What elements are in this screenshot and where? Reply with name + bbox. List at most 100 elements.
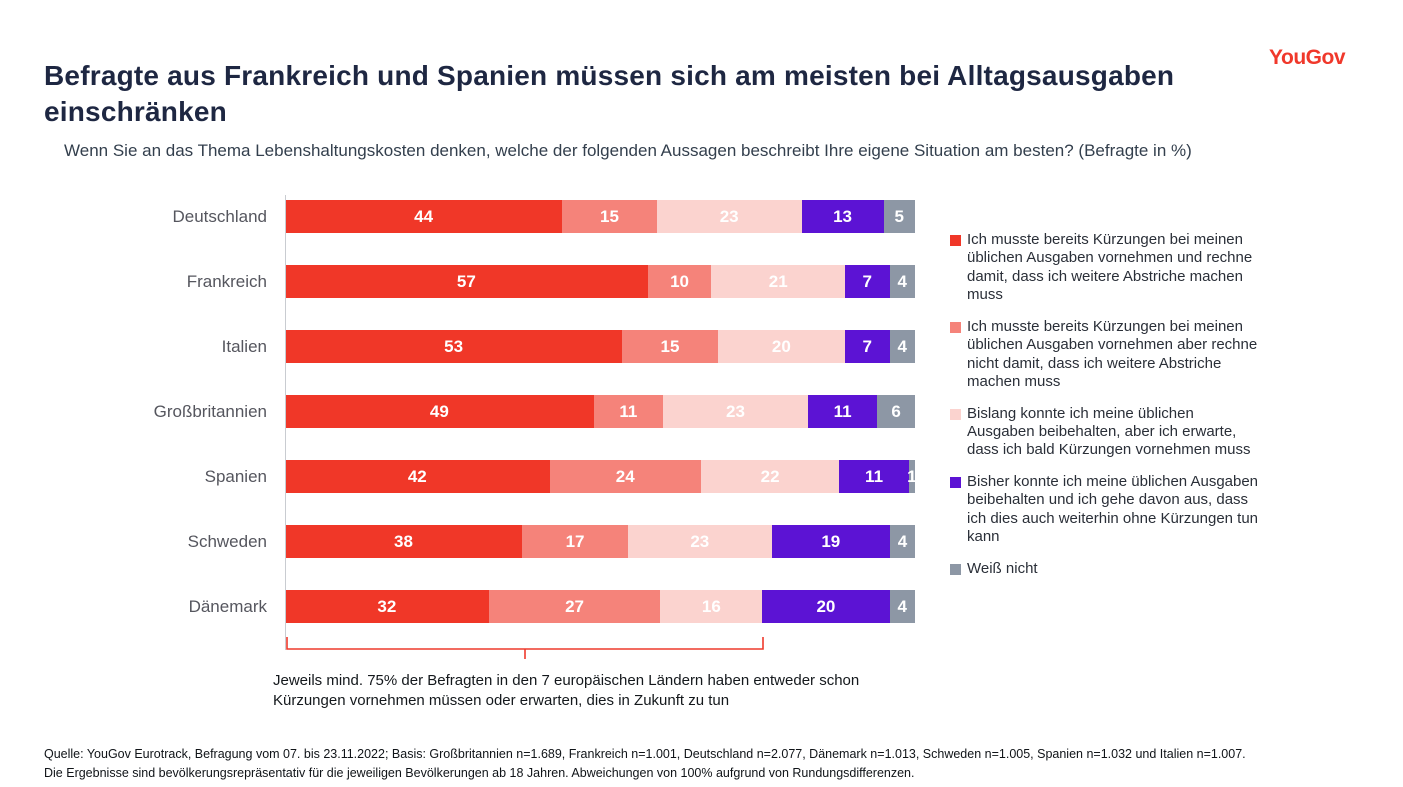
bar-segment: 6 xyxy=(877,395,915,428)
bar-value-label: 7 xyxy=(862,336,872,356)
legend-item: Bisher konnte ich meine üblichen Ausgabe… xyxy=(950,473,1272,547)
country-label: Frankreich xyxy=(186,271,267,291)
legend-label: Ich musste bereits Kürzungen bei meinen … xyxy=(967,317,1258,391)
bar-segment: 27 xyxy=(488,590,661,623)
legend-swatch xyxy=(950,408,961,420)
bar-value-label: 11 xyxy=(865,466,884,486)
bar-track: 38 17 23 19 4 xyxy=(285,525,916,558)
footer-line-2: Die Ergebnisse sind bevölkerungsrepräsen… xyxy=(44,766,915,781)
y-axis-line xyxy=(285,195,286,650)
country-label: Deutschland xyxy=(172,206,267,226)
bar-value-label: 21 xyxy=(768,271,788,291)
chart-row: Frankreich 57 10 21 7 4 xyxy=(45,265,925,298)
bar-value-label: 17 xyxy=(565,531,585,551)
bar-value-label: 4 xyxy=(897,596,907,616)
bar-value-label: 4 xyxy=(897,336,907,356)
bar-value-label: 38 xyxy=(394,531,413,551)
bar-segment: 7 xyxy=(845,265,890,298)
stacked-bar-chart: Deutschland 44 15 23 13 5 Frankreich 57 10 21 7 4 It… xyxy=(45,195,925,655)
bar-value-label: 27 xyxy=(565,596,584,616)
bar-segment: 7 xyxy=(844,330,890,363)
chart-row: Spanien 42 24 22 11 1 xyxy=(45,460,925,493)
bar-value-label: 1 xyxy=(907,466,917,486)
bar-segment: 53 xyxy=(285,330,623,363)
legend-item: Bislang konnte ich meine üblichen Ausgab… xyxy=(950,405,1272,460)
chart-row: Deutschland 44 15 23 13 5 xyxy=(45,200,925,233)
country-label: Großbritannien xyxy=(153,401,267,421)
bar-segment: 11 xyxy=(593,395,663,428)
legend-item: Ich musste bereits Kürzungen bei meinen … xyxy=(950,318,1272,392)
bar-segment: 13 xyxy=(801,200,884,233)
legend-swatch xyxy=(950,563,961,575)
bar-track: 42 24 22 11 1 xyxy=(285,460,917,493)
bar-segment: 44 xyxy=(285,200,563,233)
chart-legend: Ich musste bereits Kürzungen bei meinen … xyxy=(950,231,1272,591)
country-label: Italien xyxy=(221,336,267,356)
bar-segment: 22 xyxy=(700,460,840,493)
bar-value-label: 22 xyxy=(760,466,780,486)
legend-label: Ich musste bereits Kürzungen bei meinen … xyxy=(967,231,1253,304)
bar-segment: 23 xyxy=(628,525,772,558)
bar-segment: 23 xyxy=(663,395,808,428)
page-title: Befragte aus Frankreich und Spanien müss… xyxy=(44,60,1175,127)
country-label: Dänemark xyxy=(188,596,267,616)
bar-track: 44 15 23 13 5 xyxy=(285,200,916,233)
bar-segment: 10 xyxy=(647,265,712,298)
bar-segment: 11 xyxy=(839,460,909,493)
bar-value-label: 10 xyxy=(670,271,690,291)
bar-value-label: 57 xyxy=(456,271,476,291)
bar-segment: 17 xyxy=(522,525,629,558)
bar-value-label: 4 xyxy=(897,531,908,551)
bar-value-label: 19 xyxy=(821,531,841,551)
bar-segment: 32 xyxy=(285,590,489,623)
bar-value-label: 20 xyxy=(771,336,791,356)
footer-line-1: Quelle: YouGov Eurotrack, Befragung vom … xyxy=(44,747,1246,761)
legend-item: Ich musste bereits Kürzungen bei meinen … xyxy=(950,231,1272,305)
bar-segment: 15 xyxy=(562,200,657,233)
annotation-line-1: Jeweils mind. 75% der Befragten in den 7… xyxy=(273,672,860,689)
bar-segment: 24 xyxy=(549,460,701,493)
legend-swatch xyxy=(950,235,961,246)
bar-value-label: 42 xyxy=(407,466,427,486)
bar-segment: 4 xyxy=(889,330,915,363)
bar-value-label: 4 xyxy=(897,271,908,291)
bar-value-label: 11 xyxy=(833,401,852,421)
bar-track: 49 11 23 11 6 xyxy=(285,395,915,428)
legend-label: Bisher konnte ich meine üblichen Ausgabe… xyxy=(967,472,1259,546)
bar-track: 32 27 16 20 4 xyxy=(285,590,915,623)
annotation-line-2: Kürzungen vornehmen müssen oder erwarten… xyxy=(273,692,730,710)
chart-subtitle: Wenn Sie an das Thema Lebenshaltungskost… xyxy=(64,141,1192,160)
bar-segment: 38 xyxy=(285,525,523,558)
bar-value-label: 44 xyxy=(414,206,434,226)
bar-value-label: 7 xyxy=(862,271,873,291)
bar-track: 53 15 20 7 4 xyxy=(285,330,915,363)
source-footer: Quelle: YouGov Eurotrack, Befragung vom … xyxy=(44,746,1364,785)
bar-segment: 15 xyxy=(622,330,718,363)
legend-swatch xyxy=(950,476,961,488)
bar-value-label: 16 xyxy=(701,596,721,616)
country-label: Schweden xyxy=(187,531,267,551)
bracket-annotation xyxy=(286,637,764,659)
bar-value-label: 6 xyxy=(891,401,901,421)
bar-segment: 20 xyxy=(762,590,890,623)
bar-segment: 49 xyxy=(285,395,594,428)
bar-segment: 23 xyxy=(656,200,802,233)
bar-value-label: 20 xyxy=(816,596,836,616)
bar-value-label: 23 xyxy=(719,206,739,226)
bar-segment: 42 xyxy=(285,460,550,493)
bar-segment: 4 xyxy=(890,525,916,558)
bar-value-label: 11 xyxy=(619,401,638,421)
chart-row: Dänemark 32 27 16 20 4 xyxy=(45,590,925,623)
bar-value-label: 53 xyxy=(444,336,464,356)
legend-label: Weiß nicht xyxy=(967,559,1038,577)
legend-swatch xyxy=(950,321,961,333)
chart-row: Großbritannien 49 11 23 11 6 xyxy=(45,395,925,428)
chart-row: Italien 53 15 20 7 4 xyxy=(45,330,925,363)
bar-segment: 57 xyxy=(285,265,648,298)
bar-segment: 4 xyxy=(889,590,915,623)
bar-value-label: 23 xyxy=(690,531,710,551)
bar-value-label: 5 xyxy=(894,206,904,226)
bar-segment: 5 xyxy=(883,200,916,233)
legend-label: Bislang konnte ich meine üblichen Ausgab… xyxy=(967,404,1251,459)
